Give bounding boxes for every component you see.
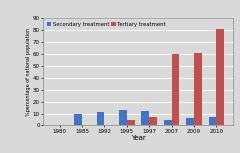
Bar (119, 110, 127, 125)
Bar (141, 111, 149, 125)
Bar (194, 53, 202, 125)
Bar (96, 112, 104, 125)
Bar (164, 119, 172, 125)
Y-axis label: %percentage of national population: %percentage of national population (26, 28, 31, 116)
Bar (149, 117, 157, 125)
Bar (74, 114, 82, 125)
X-axis label: Year: Year (131, 135, 145, 141)
Bar (172, 54, 180, 125)
Bar (209, 117, 216, 125)
Bar (216, 29, 224, 125)
Bar (127, 119, 135, 125)
Legend: Secondary treatment, Tertiary treatment: Secondary treatment, Tertiary treatment (46, 21, 167, 28)
Bar (186, 118, 194, 125)
